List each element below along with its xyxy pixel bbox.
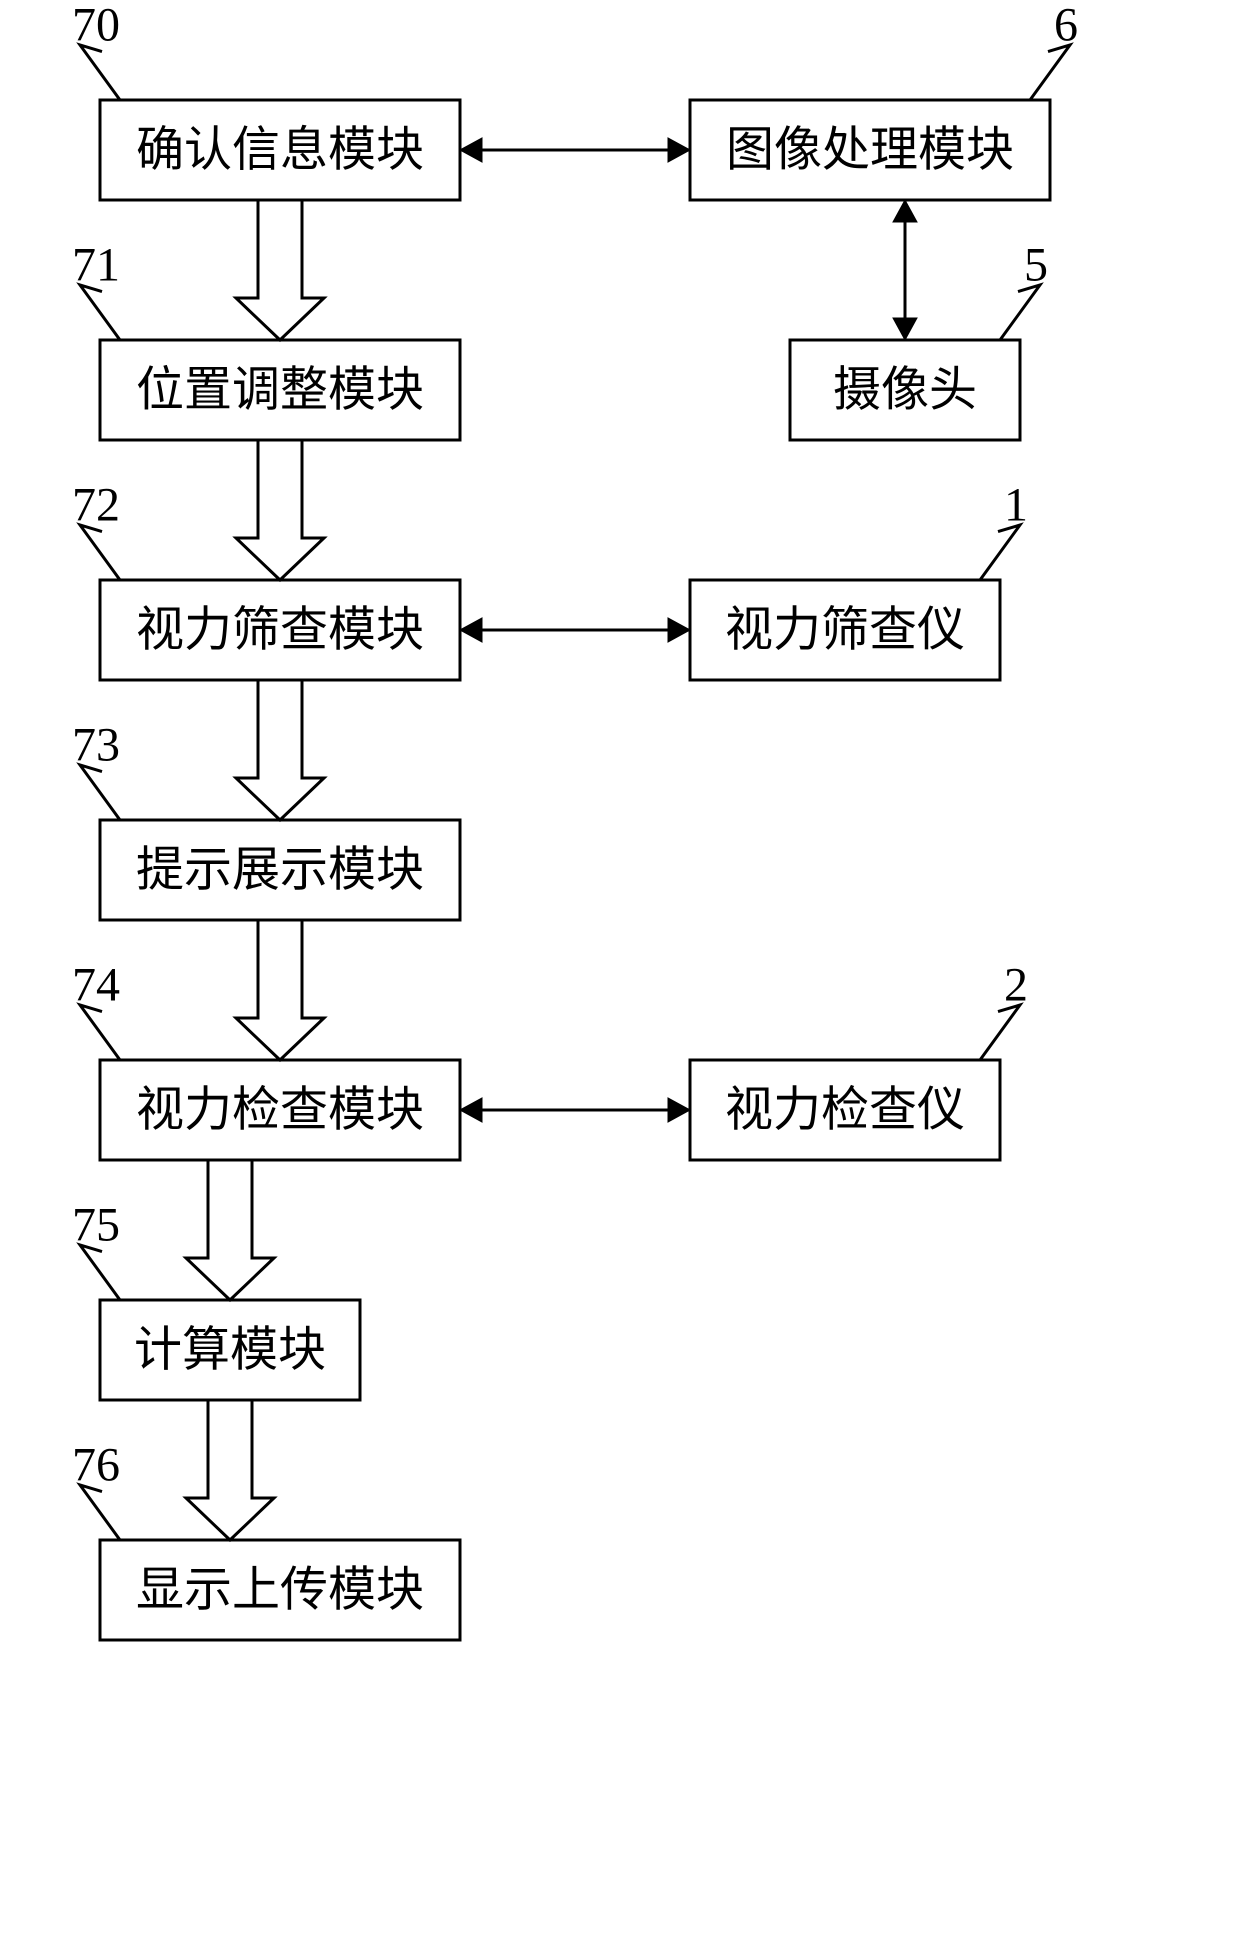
ref-leader-n5 — [1000, 285, 1040, 340]
node-label-n70: 确认信息模块 — [136, 124, 424, 177]
ref-leader-n73 — [80, 765, 120, 820]
ref-label-n2: 2 — [1004, 959, 1028, 1012]
ref-label-n5: 5 — [1024, 239, 1048, 292]
ref-leader-n74 — [80, 1005, 120, 1060]
node-label-n6: 图像处理模块 — [726, 124, 1014, 177]
ref-leader-n1 — [980, 525, 1020, 580]
ref-label-n72: 72 — [72, 479, 120, 532]
flow-arrow-n73-n74 — [236, 920, 324, 1060]
ref-label-n71: 71 — [72, 239, 120, 292]
ref-label-n1: 1 — [1004, 479, 1028, 532]
flow-arrow-n74-n75 — [186, 1160, 274, 1300]
ref-leader-n2 — [980, 1005, 1020, 1060]
node-label-n73: 提示展示模块 — [136, 844, 424, 897]
ref-label-n75: 75 — [72, 1199, 120, 1252]
node-label-n2: 视力检查仪 — [725, 1084, 965, 1137]
flow-arrow-n72-n73 — [236, 680, 324, 820]
ref-leader-n72 — [80, 525, 120, 580]
flow-arrow-n75-n76 — [186, 1400, 274, 1540]
ref-leader-n75 — [80, 1245, 120, 1300]
ref-leader-n71 — [80, 285, 120, 340]
node-label-n72: 视力筛查模块 — [136, 604, 424, 657]
node-label-n75: 计算模块 — [134, 1324, 326, 1377]
ref-label-n70: 70 — [72, 0, 120, 52]
node-label-n74: 视力检查模块 — [136, 1084, 424, 1137]
node-label-n76: 显示上传模块 — [136, 1564, 424, 1617]
ref-leader-n70 — [80, 45, 120, 100]
ref-label-n74: 74 — [72, 959, 120, 1012]
ref-leader-n76 — [80, 1485, 120, 1540]
ref-leader-n6 — [1030, 45, 1070, 100]
ref-label-n73: 73 — [72, 719, 120, 772]
flow-arrow-n71-n72 — [236, 440, 324, 580]
ref-label-n6: 6 — [1054, 0, 1078, 52]
node-label-n71: 位置调整模块 — [136, 364, 424, 417]
ref-label-n76: 76 — [72, 1439, 120, 1492]
node-label-n1: 视力筛查仪 — [725, 604, 965, 657]
flow-arrow-n70-n71 — [236, 200, 324, 340]
node-label-n5: 摄像头 — [833, 364, 977, 417]
